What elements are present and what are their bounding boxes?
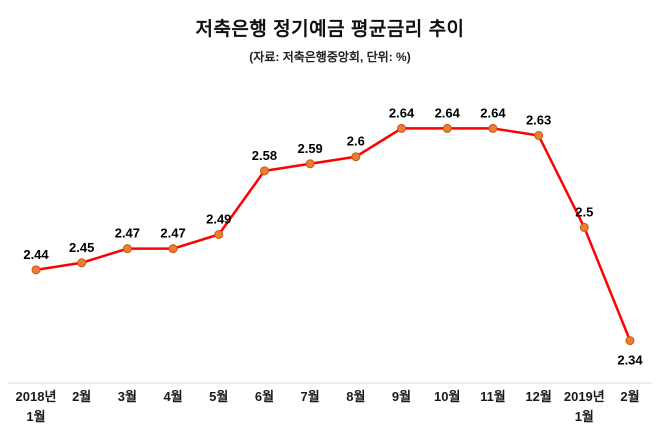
x-axis-label: 1월 <box>575 409 594 424</box>
data-point-label: 2.58 <box>252 148 277 163</box>
x-axis-label: 10월 <box>434 389 460 404</box>
x-axis-label: 5월 <box>209 389 228 404</box>
data-point-label: 2.34 <box>617 353 643 368</box>
data-point-marker <box>122 244 132 254</box>
x-axis-label: 1월 <box>26 409 45 424</box>
data-point-marker <box>77 258 87 268</box>
x-axis-label: 9월 <box>392 389 411 404</box>
x-axis-label: 3월 <box>118 389 137 404</box>
x-axis-label: 2018년 <box>16 389 57 404</box>
data-point-marker <box>488 123 498 133</box>
data-point-marker <box>31 265 41 275</box>
data-point-marker <box>214 230 224 239</box>
chart-subtitle: (자료: 저축은행중앙회, 단위: %) <box>249 50 411 64</box>
data-point-marker <box>259 166 269 176</box>
x-axis-label: 6월 <box>255 389 274 404</box>
data-point-label: 2.47 <box>160 226 185 241</box>
x-axis-label: 8월 <box>346 389 365 404</box>
data-point-label: 2.63 <box>526 113 551 128</box>
x-axis-label: 2월 <box>72 389 91 404</box>
x-axis-label: 2월 <box>620 389 639 404</box>
data-point-marker <box>351 152 361 162</box>
data-point-label: 2.44 <box>23 247 49 262</box>
data-point-marker <box>397 123 407 133</box>
data-point-label: 2.49 <box>206 212 231 227</box>
data-point-label: 2.59 <box>297 141 322 156</box>
data-point-marker <box>442 123 452 133</box>
data-point-label: 2.64 <box>480 105 506 120</box>
x-axis-label: 12월 <box>525 389 551 404</box>
data-point-label: 2.45 <box>69 240 94 255</box>
data-point-marker <box>579 222 589 232</box>
chart-title: 저축은행 정기예금 평균금리 추이 <box>195 19 465 40</box>
data-point-marker <box>534 131 544 140</box>
x-axis-label: 4월 <box>163 389 182 404</box>
x-axis-label: 2019년 <box>564 389 605 404</box>
series-line <box>34 127 632 342</box>
data-point-label: 2.64 <box>435 105 461 120</box>
data-point-label: 2.64 <box>389 105 415 120</box>
data-point-label: 2.6 <box>347 134 365 149</box>
data-point-marker <box>625 336 635 346</box>
data-point-label: 2.47 <box>115 226 140 241</box>
x-axis-label: 11월 <box>480 389 506 404</box>
x-axis-label: 7월 <box>301 389 320 404</box>
data-point-label: 2.5 <box>575 204 593 219</box>
data-point-marker <box>168 244 178 254</box>
data-point-marker <box>305 159 315 169</box>
